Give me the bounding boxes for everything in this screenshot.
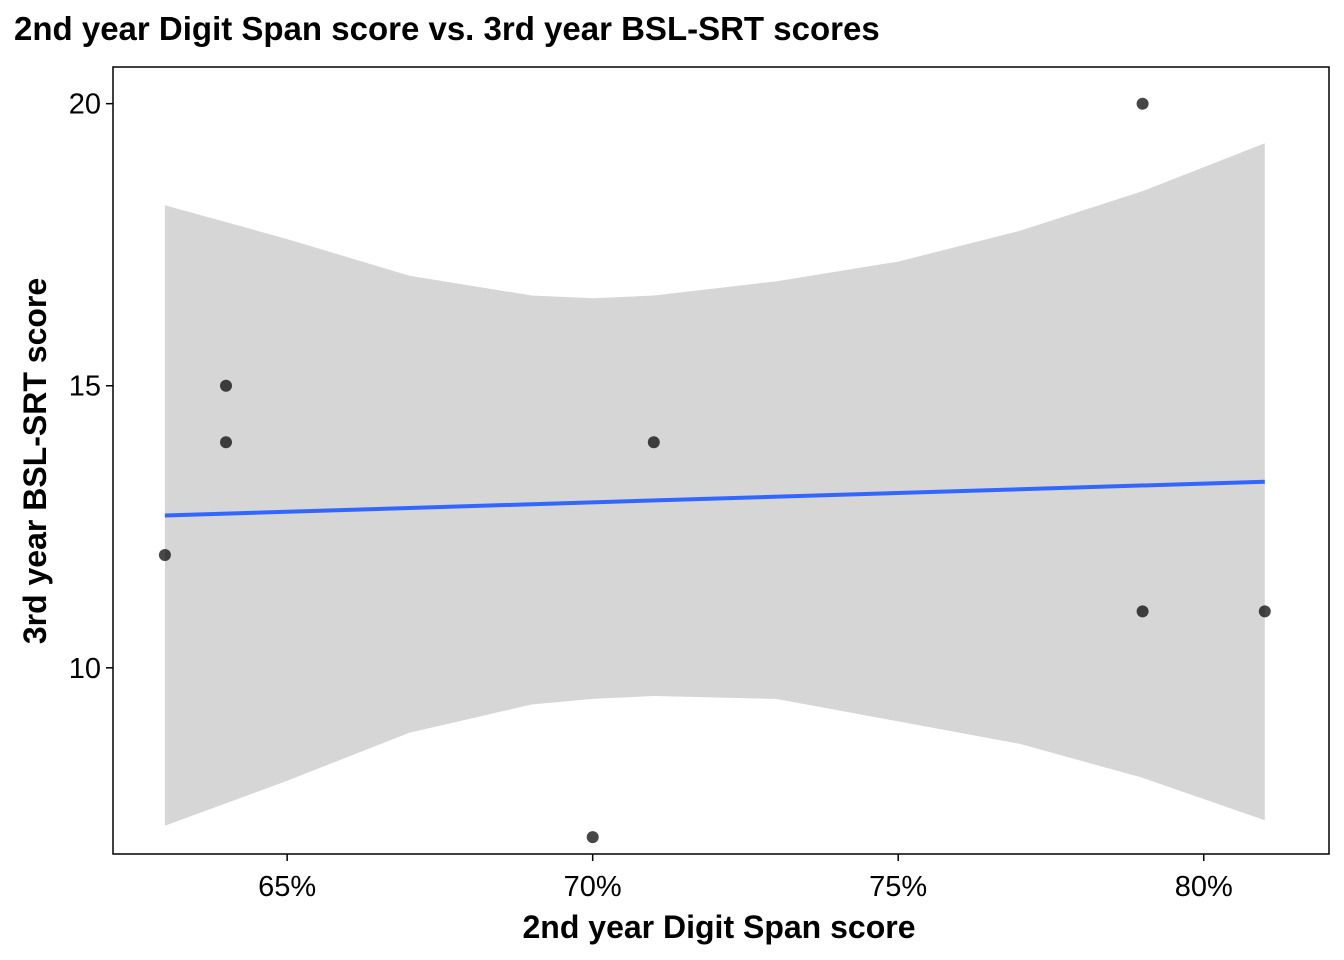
- x-tick-label: 80%: [1175, 871, 1233, 903]
- y-axis: 10 15 20: [69, 89, 113, 685]
- trend-line: [164, 479, 1265, 518]
- x-tick-label: 65%: [258, 871, 316, 903]
- y-tick-label: 10: [69, 653, 101, 685]
- x-tick-label: 75%: [869, 871, 927, 903]
- x-axis: 65% 70% 75% 80%: [258, 854, 1233, 903]
- x-axis-title: 2nd year Digit Span score: [522, 909, 915, 945]
- data-point-1: [158, 549, 171, 561]
- data-point-2: [220, 379, 232, 392]
- y-tick-label: 15: [69, 371, 101, 403]
- chart-title: 2nd year Digit Span score vs. 3rd year B…: [14, 10, 880, 47]
- data-point-7: [1136, 605, 1149, 618]
- y-tick-label: 20: [69, 89, 101, 121]
- y-axis-title: 3rd year BSL-SRT score: [17, 278, 53, 644]
- data-point-6: [1136, 97, 1149, 110]
- data-point-8: [1258, 605, 1271, 618]
- data-point-4: [586, 831, 599, 844]
- data-point-5: [647, 436, 660, 449]
- data-point-3: [220, 436, 232, 449]
- x-tick-label: 70%: [564, 871, 622, 903]
- confidence-band: [164, 143, 1265, 826]
- data-points: [158, 97, 1271, 844]
